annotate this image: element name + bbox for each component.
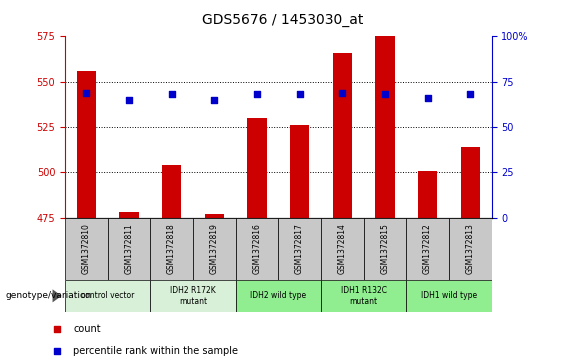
Bar: [290, 125, 309, 218]
Polygon shape: [53, 289, 62, 302]
Point: [466, 91, 475, 97]
Bar: [418, 171, 437, 218]
Point: [423, 95, 432, 101]
Bar: [107, 218, 150, 280]
Text: GSM1372815: GSM1372815: [380, 223, 389, 274]
Bar: [162, 165, 181, 218]
Text: IDH1 wild type: IDH1 wild type: [421, 291, 477, 300]
Point: [295, 91, 304, 97]
Point: [82, 90, 91, 95]
Point: [380, 91, 389, 97]
Text: GSM1372816: GSM1372816: [253, 223, 262, 274]
Bar: [150, 218, 193, 280]
Bar: [460, 147, 480, 218]
Bar: [65, 218, 107, 280]
Text: IDH2 R172K
mutant: IDH2 R172K mutant: [170, 286, 216, 306]
Bar: [236, 218, 278, 280]
Text: genotype/variation: genotype/variation: [6, 291, 92, 300]
Text: GSM1372811: GSM1372811: [124, 223, 133, 274]
Point: [338, 90, 347, 95]
Text: GSM1372810: GSM1372810: [82, 223, 91, 274]
Bar: [321, 218, 364, 280]
Text: count: count: [73, 324, 101, 334]
Bar: [375, 36, 394, 218]
Point: [167, 91, 176, 97]
Text: IDH2 wild type: IDH2 wild type: [250, 291, 306, 300]
Text: GSM1372817: GSM1372817: [295, 223, 304, 274]
Text: percentile rank within the sample: percentile rank within the sample: [73, 346, 238, 356]
Bar: [193, 218, 236, 280]
Text: GSM1372813: GSM1372813: [466, 223, 475, 274]
Bar: [406, 280, 492, 312]
Text: control vector: control vector: [81, 291, 134, 300]
Text: IDH1 R132C
mutant: IDH1 R132C mutant: [341, 286, 386, 306]
Bar: [333, 53, 352, 218]
Text: GSM1372819: GSM1372819: [210, 223, 219, 274]
Bar: [77, 71, 96, 218]
Bar: [236, 280, 321, 312]
Text: GSM1372818: GSM1372818: [167, 223, 176, 274]
Bar: [205, 214, 224, 218]
Bar: [449, 218, 492, 280]
Point: [210, 97, 219, 103]
Bar: [364, 218, 406, 280]
Point: [253, 91, 262, 97]
Bar: [65, 280, 150, 312]
Bar: [321, 280, 406, 312]
Text: GSM1372812: GSM1372812: [423, 223, 432, 274]
Bar: [119, 212, 138, 218]
Text: GDS5676 / 1453030_at: GDS5676 / 1453030_at: [202, 13, 363, 27]
Bar: [247, 118, 267, 218]
Point: [52, 326, 61, 332]
Point: [52, 348, 61, 354]
Point: [124, 97, 133, 103]
Bar: [279, 218, 321, 280]
Text: GSM1372814: GSM1372814: [338, 223, 347, 274]
Bar: [150, 280, 236, 312]
Bar: [406, 218, 449, 280]
